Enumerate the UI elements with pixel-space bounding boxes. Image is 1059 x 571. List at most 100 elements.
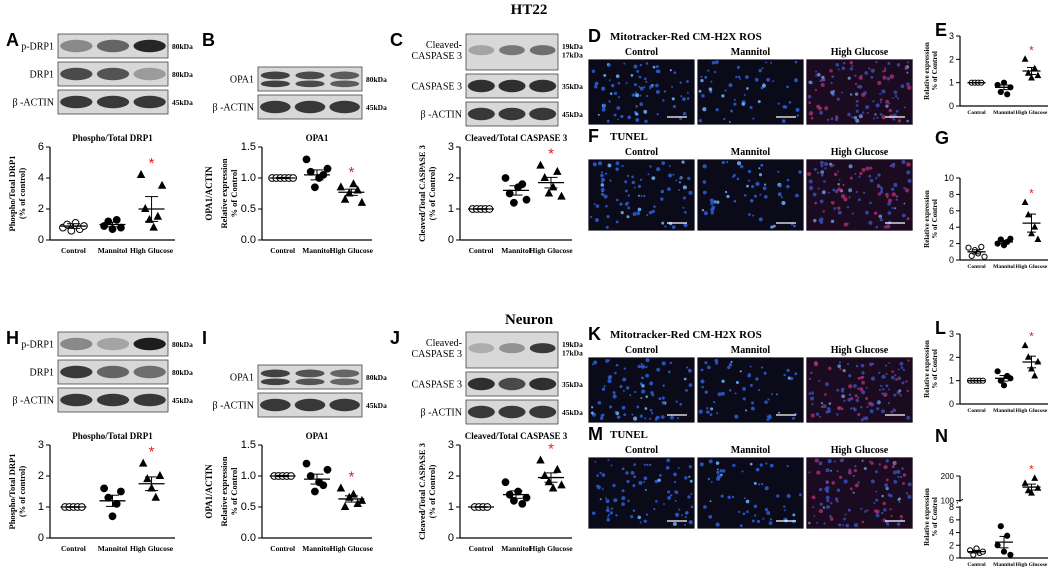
red-signal	[883, 465, 888, 470]
kda-label: 80kDa	[172, 42, 193, 51]
nucleus	[901, 381, 905, 385]
nucleus	[627, 206, 631, 210]
nucleus	[616, 415, 621, 419]
nucleus	[607, 163, 612, 168]
significance-star: *	[1029, 187, 1034, 201]
nucleus	[891, 375, 895, 380]
nucleus	[830, 219, 835, 224]
data-point	[557, 191, 566, 200]
nucleus	[700, 379, 705, 384]
kda-label: 80kDa	[172, 340, 193, 349]
y-tick-label: 10	[944, 173, 954, 183]
nucleus	[883, 508, 887, 512]
nucleus	[815, 412, 820, 416]
nucleus	[644, 488, 647, 491]
nucleus	[615, 167, 619, 171]
red-signal	[860, 376, 864, 380]
nucleus	[640, 397, 643, 399]
y-tick-label: 0	[38, 532, 44, 544]
nucleus	[770, 392, 773, 395]
nucleus	[759, 463, 763, 467]
red-signal	[902, 482, 905, 485]
nucleus	[711, 60, 716, 65]
nucleus	[857, 481, 860, 484]
nucleus	[906, 71, 909, 74]
y-tick-label: 2	[38, 470, 44, 482]
nucleus	[615, 514, 618, 517]
x-tick-label: Control	[270, 544, 295, 553]
x-tick-label: High Glucose	[529, 544, 573, 553]
nucleus	[715, 461, 720, 465]
y-tick-label: 200	[941, 472, 955, 481]
data-point	[340, 194, 350, 203]
nucleus	[684, 476, 688, 480]
red-signal	[818, 509, 823, 514]
nucleus	[869, 201, 872, 205]
nucleus	[632, 212, 637, 217]
nucleus	[749, 383, 753, 387]
x-tick-label: High Glucose	[529, 246, 573, 255]
nucleus	[829, 514, 832, 518]
nucleus	[886, 521, 889, 525]
data-point	[302, 459, 311, 468]
nucleus	[671, 225, 676, 230]
nucleus	[885, 384, 889, 388]
nucleus	[906, 119, 909, 123]
nucleus	[710, 407, 714, 411]
micrograph-tile	[696, 158, 805, 232]
nucleus	[861, 390, 866, 395]
red-signal	[833, 172, 838, 177]
nucleus	[778, 184, 782, 188]
nucleus	[603, 385, 606, 388]
nucleus	[635, 105, 638, 108]
nucleus	[894, 94, 898, 98]
nucleus	[765, 462, 768, 465]
nucleus	[633, 83, 637, 87]
nucleus	[639, 86, 644, 91]
data-point	[997, 88, 1004, 96]
nucleus	[605, 359, 609, 363]
nucleus	[709, 90, 713, 94]
significance-star: *	[149, 444, 155, 461]
panel-letter-K: K	[588, 324, 601, 344]
nucleus	[781, 200, 786, 205]
nucleus	[870, 75, 874, 79]
nucleus	[682, 206, 685, 209]
nucleus	[885, 372, 888, 375]
column-label: High Glucose	[831, 445, 889, 456]
nucleus	[606, 215, 610, 219]
nucleus	[606, 517, 611, 522]
nucleus	[609, 92, 613, 95]
nucleus	[619, 202, 623, 206]
nucleus	[604, 172, 608, 175]
nucleus	[653, 508, 656, 511]
x-tick-label: High Glucose	[330, 246, 374, 255]
nucleus	[830, 165, 833, 168]
nucleus	[623, 413, 627, 417]
nucleus	[783, 373, 786, 377]
nucleus	[613, 113, 617, 117]
nucleus	[735, 380, 739, 385]
nucleus	[719, 469, 723, 473]
y-tick-label: 4	[949, 222, 954, 232]
nucleus	[688, 465, 692, 469]
red-signal	[906, 217, 910, 221]
x-tick-label: Control	[270, 246, 295, 255]
nucleus	[856, 85, 860, 89]
nucleus	[710, 80, 713, 83]
x-tick-label: High Glucose	[1016, 264, 1048, 270]
nucleus	[778, 411, 781, 414]
y-tick-label: 4	[38, 172, 44, 184]
nucleus	[736, 161, 742, 166]
nucleus	[687, 368, 692, 373]
nucleus	[879, 218, 883, 222]
red-signal	[889, 74, 895, 79]
nucleus	[637, 515, 641, 520]
nucleus	[672, 173, 675, 176]
nucleus	[841, 66, 846, 71]
kda-label: 80kDa	[172, 70, 193, 79]
nucleus	[900, 366, 904, 369]
nucleus	[655, 89, 660, 94]
nucleus	[826, 407, 831, 411]
nucleus	[643, 194, 646, 198]
